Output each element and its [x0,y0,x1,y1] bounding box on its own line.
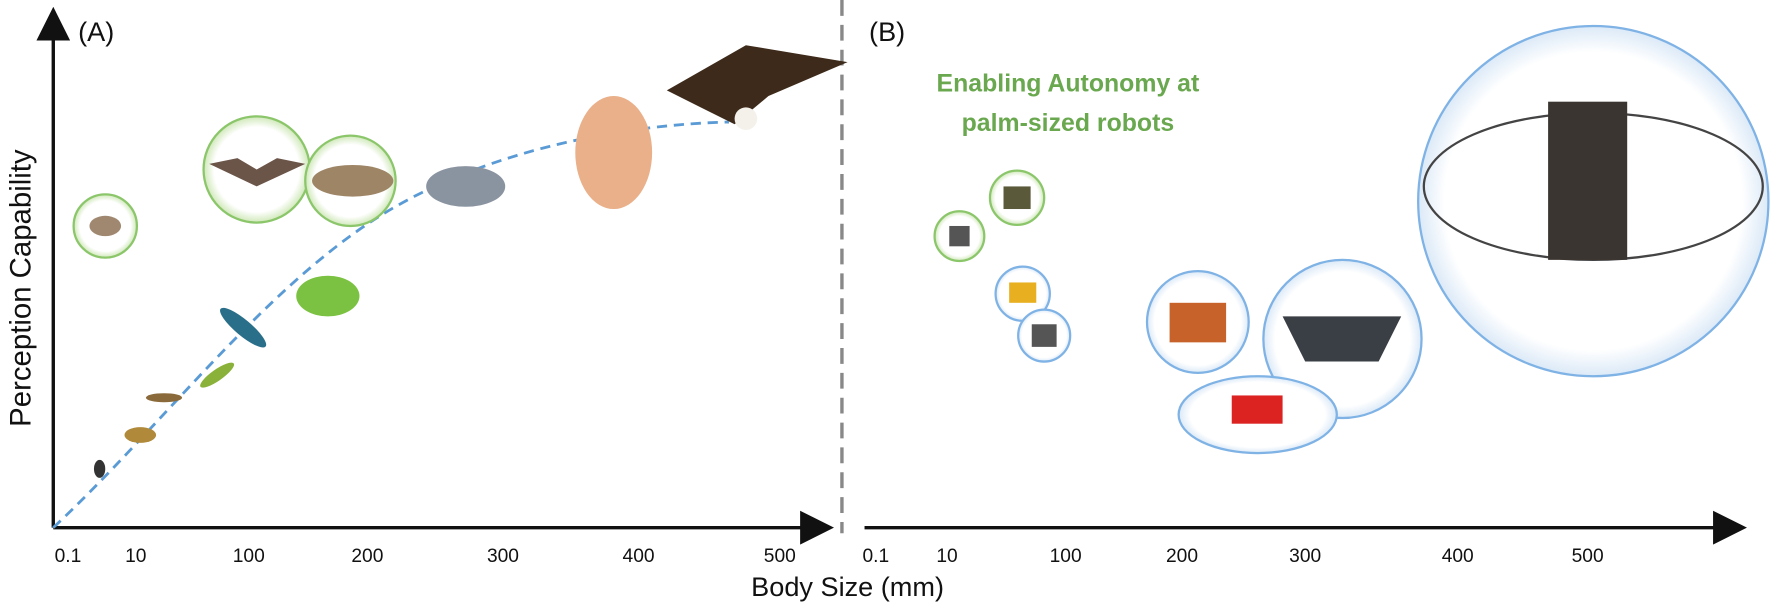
x-tick-label: 400 [623,546,655,567]
x-tick-label: 0.1 [862,546,889,567]
x-tick-label: 100 [1050,546,1082,567]
x-axis-label: Body Size (mm) [751,571,944,602]
x-tick-label: 500 [1572,546,1604,567]
headline: Enabling Autonomy at [937,70,1200,97]
x-tick-label: 300 [1289,546,1321,567]
x-tick-label: 10 [936,546,957,567]
x-tick-label: 300 [487,546,519,567]
panel-label: (B) [869,16,905,47]
x-tick-label: 200 [1166,546,1198,567]
headline: palm-sized robots [962,110,1175,137]
x-tick-label: 10 [125,546,146,567]
x-tick-label: 500 [764,546,796,567]
x-tick-label: 0.1 [55,546,82,567]
panel-label: (A) [78,16,114,47]
creatures [72,45,848,478]
robots [933,24,1770,455]
x-tick-label: 200 [351,546,383,567]
x-tick-label: 400 [1442,546,1474,567]
y-axis-label: Perception Capability [5,149,38,427]
x-tick-label: 100 [233,546,265,567]
